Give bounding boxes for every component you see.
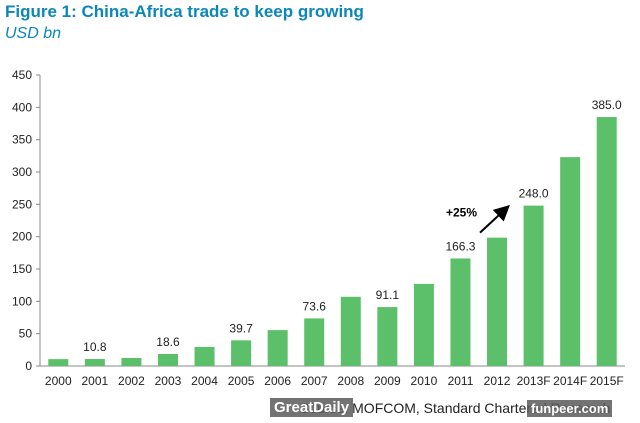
chart-subtitle: USD bn	[5, 25, 62, 42]
y-tick-label: 400	[12, 100, 32, 114]
bar	[487, 237, 508, 366]
bar	[413, 283, 434, 366]
bar	[231, 340, 252, 366]
watermark-right: funpeer.com	[527, 400, 613, 417]
y-tick-label: 150	[12, 262, 32, 276]
bar	[523, 205, 544, 366]
x-tick-label: 2014F	[553, 374, 587, 388]
x-tick-label: 2010	[411, 374, 438, 388]
growth-annotation-label: +25%	[446, 206, 477, 220]
x-tick-label: 2008	[337, 374, 364, 388]
x-tick-label: 2015F	[590, 374, 624, 388]
x-tick-label: 2011	[448, 374, 474, 388]
y-tick-label: 0	[25, 359, 32, 373]
data-label: 10.8	[83, 340, 107, 354]
bar	[560, 157, 581, 366]
x-tick-label: 2009	[374, 374, 401, 388]
growth-arrow	[479, 204, 510, 234]
data-label: 18.6	[156, 335, 180, 349]
data-label: 166.3	[445, 239, 475, 253]
chart-title: Figure 1: China-Africa trade to keep gro…	[5, 2, 364, 21]
x-tick-label: 2004	[191, 374, 218, 388]
y-tick-label: 300	[12, 165, 32, 179]
bar	[377, 307, 398, 366]
bar	[157, 353, 178, 366]
bar	[48, 359, 69, 366]
y-tick-label: 50	[19, 327, 33, 341]
data-label: 248.0	[519, 187, 549, 201]
bar	[194, 346, 215, 366]
data-label: 39.7	[229, 321, 253, 335]
y-tick-label: 250	[12, 197, 32, 211]
y-tick-label: 350	[12, 133, 32, 147]
watermark-left: GreatDaily	[270, 398, 354, 417]
bar	[267, 330, 288, 366]
bar	[304, 318, 325, 366]
x-tick-label: 2007	[301, 374, 328, 388]
x-tick-label: 2003	[155, 374, 182, 388]
x-tick-label: 2001	[81, 374, 108, 388]
data-label: 73.6	[303, 299, 327, 313]
bar	[450, 258, 471, 366]
bar	[340, 296, 361, 366]
y-tick-label: 450	[12, 68, 32, 82]
y-tick-label: 100	[12, 294, 32, 308]
x-tick-label: 2013F	[517, 374, 551, 388]
x-tick-label: 2006	[264, 374, 291, 388]
x-tick-label: 2002	[118, 374, 145, 388]
bar	[84, 359, 105, 366]
data-label: 91.1	[376, 288, 400, 302]
x-tick-label: 2012	[484, 374, 511, 388]
y-tick-label: 200	[12, 230, 32, 244]
data-label: 385.0	[592, 98, 622, 112]
x-tick-label: 2000	[45, 374, 72, 388]
x-tick-label: 2005	[228, 374, 255, 388]
bar	[121, 357, 142, 366]
bar	[596, 117, 617, 367]
